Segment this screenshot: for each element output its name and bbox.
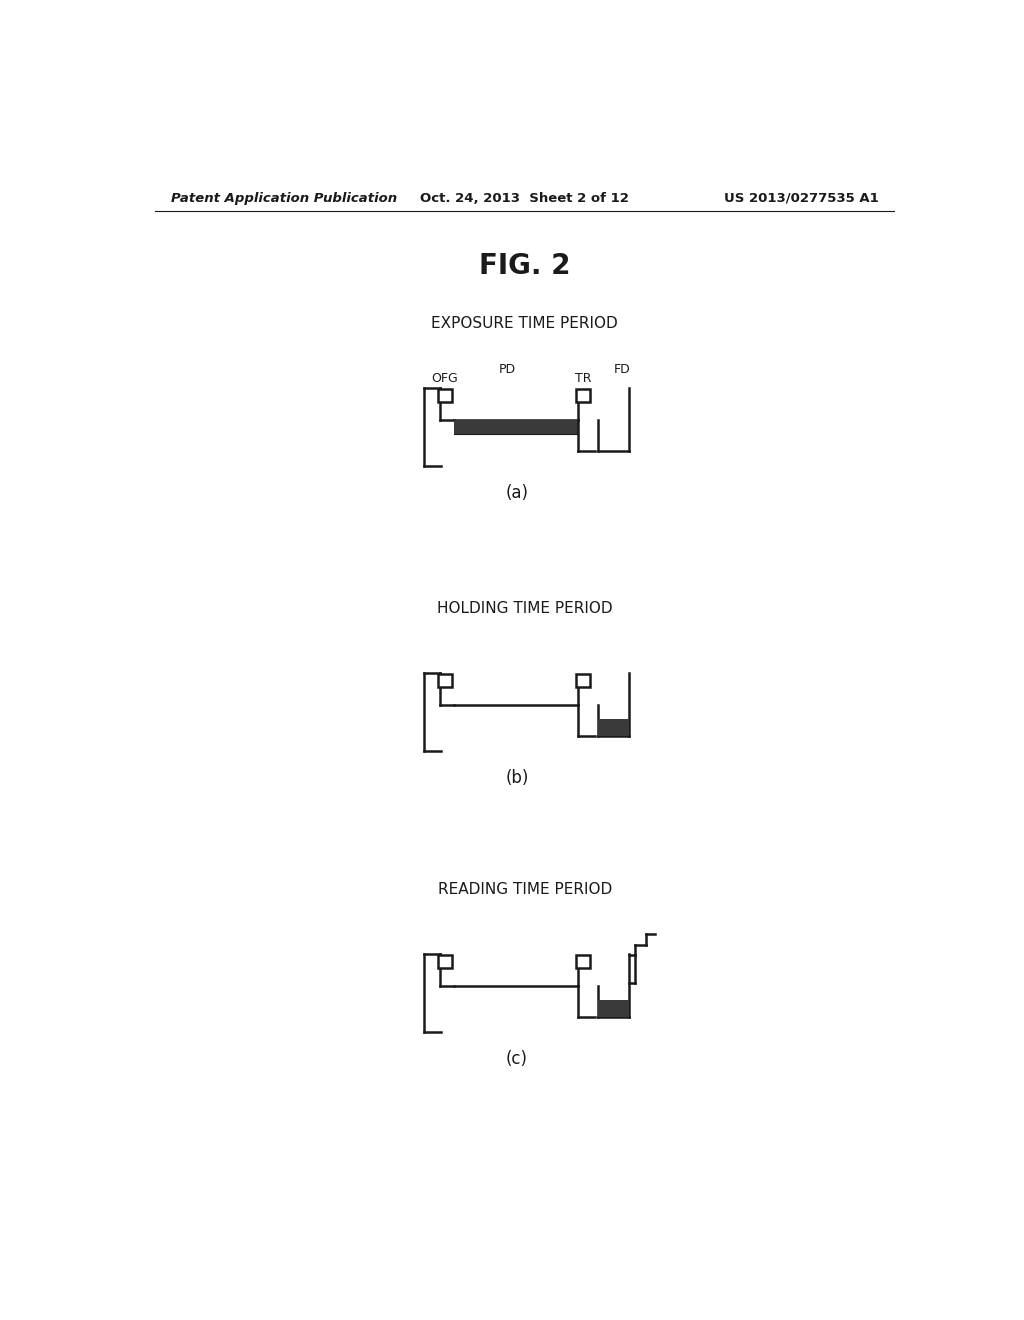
Text: EXPOSURE TIME PERIOD: EXPOSURE TIME PERIOD (431, 317, 618, 331)
Bar (438, 675, 452, 686)
Text: READING TIME PERIOD: READING TIME PERIOD (437, 882, 612, 898)
Bar (575, 675, 590, 686)
Text: US 2013/0277535 A1: US 2013/0277535 A1 (724, 191, 879, 205)
Bar (598, 1001, 629, 1016)
Bar (438, 956, 452, 968)
Text: FIG. 2: FIG. 2 (479, 252, 570, 280)
Text: (c): (c) (506, 1051, 528, 1068)
Bar (454, 420, 578, 434)
Text: FD: FD (614, 363, 631, 376)
Bar (575, 956, 590, 968)
Text: OFG: OFG (431, 372, 459, 385)
Bar (438, 389, 452, 401)
Bar (575, 389, 590, 401)
Text: Patent Application Publication: Patent Application Publication (171, 191, 396, 205)
Text: Oct. 24, 2013  Sheet 2 of 12: Oct. 24, 2013 Sheet 2 of 12 (421, 191, 629, 205)
Text: PD: PD (499, 363, 516, 376)
Text: (a): (a) (506, 484, 528, 503)
Text: HOLDING TIME PERIOD: HOLDING TIME PERIOD (437, 602, 612, 616)
Text: (b): (b) (506, 770, 528, 787)
Text: TR: TR (574, 372, 591, 385)
Bar (598, 719, 629, 737)
